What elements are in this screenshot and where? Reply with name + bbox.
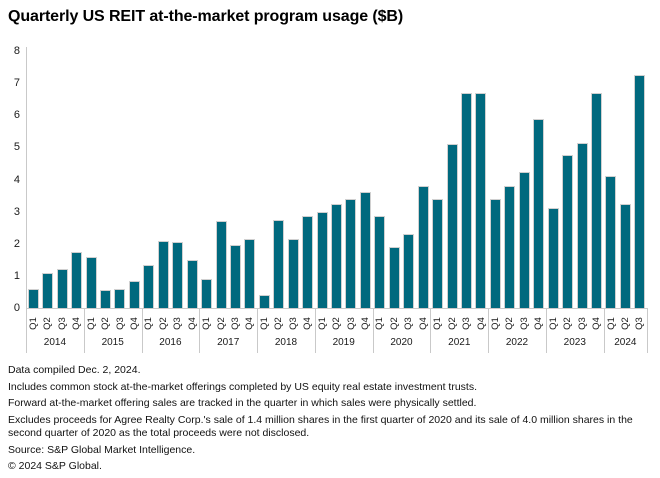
bar-2017-Q2 <box>215 221 227 308</box>
bar-2017-Q1 <box>201 279 212 308</box>
bar-2014-Q4 <box>71 251 82 308</box>
year-separator <box>257 308 259 353</box>
footnote-includes: Includes common stock at-the-market offe… <box>8 380 478 393</box>
y-tick-label-5: 5 <box>13 141 20 154</box>
bar-2016-Q2 <box>157 240 169 308</box>
bar-2021-Q4 <box>475 92 487 308</box>
y-tick-label-8: 8 <box>13 45 20 57</box>
year-separator <box>141 308 143 353</box>
year-separator <box>430 308 432 353</box>
bar-2015-Q4 <box>128 280 140 308</box>
bar-2018-Q2 <box>273 219 285 308</box>
year-label-2016: 2016 <box>159 337 182 348</box>
bar-2020-Q2 <box>388 247 400 308</box>
bar-2016-Q3 <box>172 242 184 308</box>
year-separator <box>488 308 490 353</box>
year-label-2017: 2017 <box>217 337 240 348</box>
footnote-data-compiled: Data compiled Dec. 2, 2024. <box>8 364 141 376</box>
copyright-line: © 2024 S&P Global. <box>8 460 102 472</box>
bar-2022-Q2 <box>504 185 516 308</box>
bar-2024-Q1 <box>605 176 617 308</box>
bar-2015-Q2 <box>99 290 111 308</box>
bar-2014-Q2 <box>42 272 54 308</box>
bar-2020-Q4 <box>417 185 429 308</box>
year-label-2022: 2022 <box>505 337 529 348</box>
bar-2018-Q1 <box>258 295 270 308</box>
year-label-2018: 2018 <box>274 337 298 348</box>
bar-2020-Q1 <box>374 216 386 308</box>
year-separator <box>26 308 27 353</box>
bar-2022-Q4 <box>533 118 545 308</box>
bar-2023-Q3 <box>576 142 588 308</box>
bar-2021-Q1 <box>432 198 444 308</box>
plot-area <box>26 47 648 309</box>
footnote-excludes: Excludes proceeds for Agree Realty Corp.… <box>8 413 633 440</box>
bar-2021-Q3 <box>461 92 472 308</box>
year-label-2020: 2020 <box>390 337 413 348</box>
y-tick-label-4: 4 <box>13 173 20 186</box>
bar-2019-Q4 <box>359 192 371 308</box>
footnotes: Data compiled Dec. 2, 2024. Includes com… <box>8 364 654 477</box>
footnote-forward: Forward at-the-market offering sales are… <box>8 397 477 409</box>
bar-2014-Q1 <box>27 288 39 308</box>
y-tick-label-1: 1 <box>13 269 20 282</box>
source-line: Source: S&P Global Market Intelligence. <box>8 443 196 456</box>
bar-2014-Q3 <box>56 269 68 308</box>
bar-2018-Q4 <box>302 216 314 308</box>
bar-2019-Q3 <box>345 198 357 308</box>
bar-2024-Q2 <box>619 203 631 308</box>
year-label-2019: 2019 <box>332 337 355 348</box>
bar-2023-Q1 <box>547 208 559 308</box>
bar-2019-Q1 <box>316 211 328 308</box>
y-tick-label-2: 2 <box>13 237 20 250</box>
year-label-2023: 2023 <box>563 337 586 348</box>
bar-2018-Q3 <box>287 238 299 308</box>
bar-2023-Q4 <box>591 92 602 308</box>
y-tick-label-0: 0 <box>13 302 20 314</box>
bar-2020-Q3 <box>403 234 415 308</box>
bar-2024-Q3 <box>634 75 646 308</box>
bar-2017-Q3 <box>229 245 241 308</box>
chart-title: Quarterly US REIT at-the-market program … <box>8 8 404 25</box>
year-label-2015: 2015 <box>101 337 124 348</box>
bar-2021-Q2 <box>446 144 458 308</box>
bar-2016-Q1 <box>143 264 155 308</box>
bar-2015-Q3 <box>114 288 126 308</box>
year-separator <box>647 308 648 353</box>
year-label-2024: 2024 <box>614 337 637 348</box>
bar-2019-Q2 <box>331 203 342 308</box>
year-separator <box>83 308 85 353</box>
y-tick-label-6: 6 <box>13 109 20 122</box>
year-label-2021: 2021 <box>448 337 471 348</box>
year-separator <box>314 308 316 353</box>
year-separator <box>545 308 547 353</box>
bar-2022-Q3 <box>518 171 530 308</box>
year-label-2014: 2014 <box>43 337 67 348</box>
bar-2023-Q2 <box>562 155 574 308</box>
year-separator <box>199 308 201 353</box>
year-separator <box>603 308 605 353</box>
bar-2015-Q1 <box>85 256 97 308</box>
bar-2022-Q1 <box>489 198 501 308</box>
y-tick-label-3: 3 <box>13 205 20 218</box>
bar-2016-Q4 <box>186 259 198 308</box>
year-separator <box>372 308 374 353</box>
bar-2017-Q4 <box>244 238 256 308</box>
y-tick-label-7: 7 <box>13 77 20 90</box>
